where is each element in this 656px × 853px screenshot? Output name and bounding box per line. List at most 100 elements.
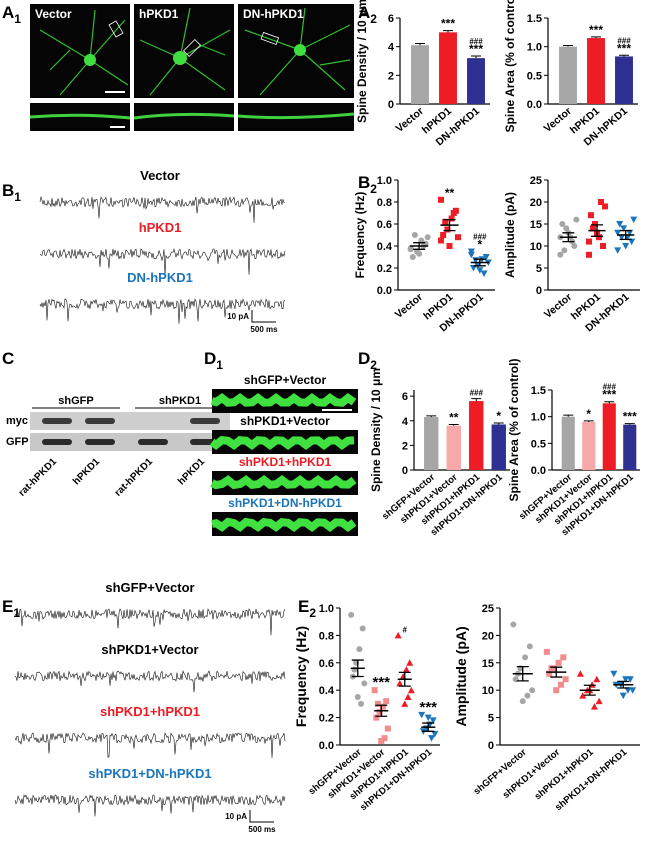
y-tick-label: 0.4 [377,241,393,253]
y-tick-label: 0.2 [377,263,392,275]
data-point [440,232,447,238]
error-bar [471,55,481,59]
data-point [438,237,445,244]
error-bar [563,414,574,417]
y-tick-label: 0.8 [377,197,392,209]
data-point [548,665,555,672]
y-tick-label: 0 [388,99,394,111]
error-bar [413,242,426,250]
y-tick-label: 25 [530,175,542,187]
data-point [446,243,453,249]
significance-label: ** [445,186,455,200]
data-point [579,692,587,699]
data-point [585,251,592,258]
data-point [596,234,603,241]
x-tick-label: Vector [394,105,426,135]
panel-label: C [2,349,14,368]
data-point [394,631,402,639]
error-bar [619,229,632,241]
y-axis-label: Spine Density / 10 μm [355,0,369,123]
error-bar [375,704,388,717]
blot-group: shPKD1 [159,395,201,407]
panel-letter: D [204,349,216,368]
data-point [524,692,531,699]
bar [559,46,577,104]
data-point [602,203,609,210]
y-tick-label: 5 [536,263,542,275]
error-bar [448,423,459,426]
data-point [522,654,529,661]
y-axis-label: Spine Area (% of control) [507,359,521,502]
data-point [416,250,423,257]
blot-group: shGFP [58,395,93,407]
bar [615,56,633,104]
data-point [559,221,566,227]
data-point [383,698,390,705]
data-point [402,666,410,673]
data-point [590,703,598,710]
significance-label: ### [470,389,484,398]
dendrite [210,475,357,490]
error-bar [624,423,635,425]
data-point [418,711,426,719]
y-tick-label: 0.0 [527,99,542,111]
bar [469,401,484,470]
y-tick-label: 0.0 [377,285,392,297]
y-tick-label: 0.0 [319,740,334,752]
x-tick-label: shPKD1+Vector [501,747,563,801]
data-point [428,735,436,742]
data-point [450,210,457,216]
error-bar [351,659,364,678]
y-tick-label: 15 [530,219,542,231]
y-tick-label: 2 [388,70,394,82]
bar [467,58,485,104]
data-point [378,737,385,744]
data-point [573,216,580,223]
scale-label: 10 pA [227,312,249,321]
y-tick-label: 0 [488,740,494,752]
data-point [431,731,439,738]
data-point [480,270,488,277]
trace [14,669,286,693]
data-point [354,694,361,701]
significance-label: ### [603,383,617,392]
y-tick-label: 0.2 [319,713,334,725]
data-point [429,717,437,724]
data-point [348,611,355,618]
data-point [600,243,607,249]
data-point [404,693,412,701]
trace-label: DN-hPKD1 [127,270,193,285]
data-point [379,703,386,710]
panel-label: D1 [204,349,223,372]
panel-label: E1 [2,597,20,620]
data-point [407,246,414,253]
panel-label: D2 [358,349,377,372]
x-tick-label: Vector [393,291,425,321]
y-axis-label: Amplitude (pA) [453,626,469,726]
y-tick-label: 10 [530,241,542,253]
scale-label: 10 pA [225,812,247,821]
y-tick-label: 4 [388,42,395,54]
y-tick-label: 0.6 [319,658,334,670]
panel-subscript: 2 [309,606,316,620]
data-point [407,686,415,694]
panel-label: A1 [2,3,21,26]
data-point [358,700,365,707]
data-point [361,680,368,687]
trace-label: shPKD1+DN-hPKD1 [88,766,211,781]
significance-label: * [586,407,591,421]
data-point [560,654,567,661]
trace-label: shPKD1+hPKD1 [100,704,200,719]
panel-letter: B [358,173,370,192]
bar [561,416,575,470]
bar [491,424,506,470]
data-point [589,225,596,232]
data-point [359,625,366,632]
significance-label: *** [441,17,455,31]
significance-label: *** [372,674,390,691]
panel-letter: B [2,181,14,200]
data-point [529,687,536,694]
data-point [467,251,475,259]
error-bar [583,420,594,422]
dendrite [210,393,357,407]
